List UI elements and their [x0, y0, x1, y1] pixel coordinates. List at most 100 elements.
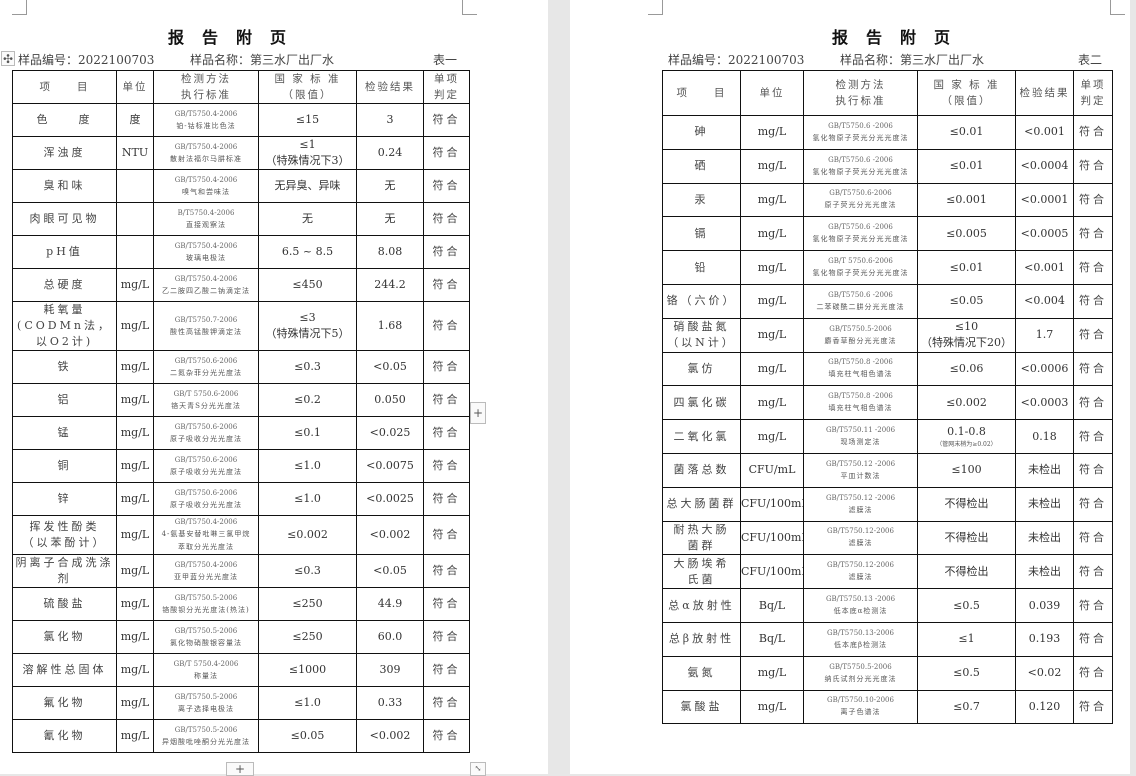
- method-name: 滤膜法: [848, 505, 873, 514]
- crop-mark: [462, 0, 477, 15]
- method-name: 原子吸收分光光度法: [170, 467, 242, 476]
- method-code: GB/T5750.13 -2006: [825, 595, 896, 604]
- method-name: 氢化物原子荧光分光光度法: [812, 269, 909, 278]
- cell-verdict: 符合: [1073, 689, 1113, 725]
- cell-unit: mg/L: [116, 482, 154, 516]
- add-column-button[interactable]: +: [470, 402, 486, 424]
- doc-title: 报告附页: [832, 28, 969, 47]
- cell-verdict: 符合: [1073, 351, 1113, 387]
- cell-method: GB/T5750.6 -2006 二苯碳酰二肼分光光度法: [803, 283, 918, 319]
- method-code: GB/T5750.12-2006: [827, 561, 894, 570]
- cell-result: <0.0075: [356, 449, 424, 483]
- method-code: GB/T5750.4-2006: [174, 142, 238, 151]
- table-row: 硝酸盐氮 （以N计） mg/L GB/T5750.5-2006 麝香草酚分光光度法 ≤1…: [662, 317, 1113, 353]
- cell-method: GB/T5750.5-2006 麝香草酚分光光度法: [803, 317, 918, 353]
- cell-limit: ≤1000: [258, 653, 357, 687]
- cell-limit: 不得检出: [917, 554, 1016, 590]
- method-name: 低本底β检测法: [833, 640, 888, 649]
- cell-verdict: 符合: [1073, 655, 1113, 691]
- cell-item: 色 度: [12, 103, 117, 137]
- limit-note: （管网末梢为≥0.02）: [936, 440, 997, 448]
- method-name: 氢化物原子荧光分光光度法: [812, 235, 909, 244]
- cell-limit: ≤0.5: [917, 588, 1016, 623]
- method-name: 原子荧光分光光度法: [824, 201, 897, 210]
- table-row: 总大肠菌群 CFU/100mL GB/T5750.12 -2006 滤膜法 不得检出 未检…: [662, 486, 1113, 522]
- limit-value: ≤0.05: [290, 729, 325, 742]
- limit-value: ≤1.0: [294, 459, 321, 472]
- method-name: 散射法福尔马肼标准: [170, 154, 242, 163]
- cell-limit: ≤250: [258, 587, 357, 621]
- cell-unit: mg/L: [116, 587, 154, 621]
- header-row: 项 目单位 检测方法 执行标准国 家 标 准 （限值） 检验结果 单项 判定: [12, 70, 470, 104]
- limit-value: ≤250: [292, 597, 323, 610]
- method-name: 原子吸收分光光度法: [170, 500, 242, 509]
- cell-item: 大肠埃希 氏菌: [662, 554, 741, 590]
- cell-limit: ≤0.3: [258, 554, 357, 588]
- limit-value: ≤1.0: [294, 492, 321, 505]
- limit-value: ≤0.5: [953, 598, 980, 612]
- method-name: 二苯碳酰二肼分光光度法: [816, 302, 905, 311]
- cell-unit: mg/L: [740, 689, 804, 725]
- cell-unit: mg/L: [116, 554, 154, 588]
- method-code: GB/T5750.6-2006: [829, 189, 892, 198]
- table-row: 臭和味 GB/T5750.4-2006 嗅气和尝味法 无异臭、异味 无符合: [12, 169, 470, 203]
- method-code: GB/T5750.12 -2006: [825, 493, 896, 502]
- cell-result: <0.002: [356, 719, 424, 753]
- sample-name-label: 样品名称：: [190, 53, 251, 67]
- cell-verdict: 符合: [1073, 148, 1113, 184]
- cell-result: 无: [356, 202, 424, 236]
- header-result: 检验结果: [1015, 70, 1074, 116]
- method-code: GB/T 5750.6-2006: [828, 257, 893, 266]
- cell-limit: 不得检出: [917, 520, 1016, 556]
- cell-result: 60.0: [356, 620, 424, 654]
- limit-value: ≤1.0: [294, 696, 321, 709]
- method-code: GB/T5750.5-2006: [829, 324, 892, 333]
- cell-limit: ≤0.002: [917, 385, 1016, 421]
- method-code: GB/T5750.12 -2006: [825, 459, 896, 468]
- cell-method: GB/T5750.6-2006 原子吸收分光光度法: [153, 449, 259, 483]
- table-row: 铝 mg/L GB/T 5750.6-2006 铬天青S分光光度法 ≤0.2 0.050 符…: [12, 383, 470, 417]
- limit-value: 0.1-0.8: [947, 424, 986, 438]
- method-code: GB/T5750.8 -2006: [828, 358, 893, 367]
- cell-item: 硝酸盐氮 （以N计）: [662, 317, 741, 353]
- doc-title: 报告附页: [168, 28, 305, 47]
- method-name: 氢化物原子荧光分光光度法: [812, 133, 909, 142]
- method-name: 二氮杂菲分光光度法: [170, 368, 242, 377]
- cell-item: 总β放射性: [662, 621, 741, 657]
- cell-unit: [116, 235, 154, 269]
- cell-unit: mg/L: [116, 515, 154, 555]
- cell-verdict: 符合: [1073, 115, 1113, 150]
- cell-verdict: 符合: [423, 383, 470, 417]
- table-resize-handle-icon[interactable]: ⤡: [470, 762, 486, 776]
- table-row: 二氧化氯 mg/L GB/T5750.11 -2006 现场测定法 0.1-0.8 （管网…: [662, 419, 1113, 454]
- cell-method: GB/T5750.7-2006 酸性高锰酸钾滴定法: [153, 301, 259, 351]
- cell-item: 耗氧量 (CODMn法，以O2计): [12, 301, 117, 351]
- cell-item: 臭和味: [12, 169, 117, 203]
- method-name: 异烟酸吡唑酮分光光度法: [162, 737, 250, 746]
- table-row: 耗氧量 (CODMn法，以O2计) mg/L GB/T5750.7-2006 酸性高锰…: [12, 301, 470, 351]
- limit-value: ≤1 （特殊情况下3）: [265, 138, 350, 167]
- cell-method: B/T5750.4-2006 直接观察法: [153, 202, 259, 236]
- cell-verdict: 符合: [423, 515, 470, 555]
- method-name: 滤膜法: [848, 539, 873, 548]
- cell-verdict: 符合: [423, 301, 470, 351]
- cell-result: 8.08: [356, 235, 424, 269]
- table-row: 硒 mg/L GB/T5750.6 -2006 氢化物原子荧光分光光度法 ≤0.01 <0…: [662, 148, 1113, 184]
- cell-method: GB/T5750.10-2006 离子色谱法: [803, 689, 918, 725]
- cell-result: <0.05: [356, 350, 424, 384]
- table-move-handle-icon[interactable]: ✣: [1, 51, 15, 66]
- cell-verdict: 符合: [423, 235, 470, 269]
- cell-verdict: 符合: [1073, 588, 1113, 623]
- cell-unit: NTU: [116, 136, 154, 170]
- table-row: 总α放射性 Bq/L GB/T5750.13 -2006 低本底α检测法 ≤0.5 0.0…: [662, 588, 1113, 623]
- limit-value: ≤1: [958, 632, 975, 646]
- cell-unit: mg/L: [116, 416, 154, 450]
- method-name: 填充柱气相色谱法: [828, 370, 893, 379]
- cell-item: 镉: [662, 216, 741, 252]
- cell-result: 0.193: [1015, 621, 1074, 657]
- table-row: 肉眼可见物 B/T5750.4-2006 直接观察法无无符合: [12, 202, 470, 236]
- cell-verdict: 符合: [423, 482, 470, 516]
- cell-limit: ≤0.5: [917, 655, 1016, 691]
- cell-method: GB/T5750.12-2006 滤膜法: [803, 554, 918, 590]
